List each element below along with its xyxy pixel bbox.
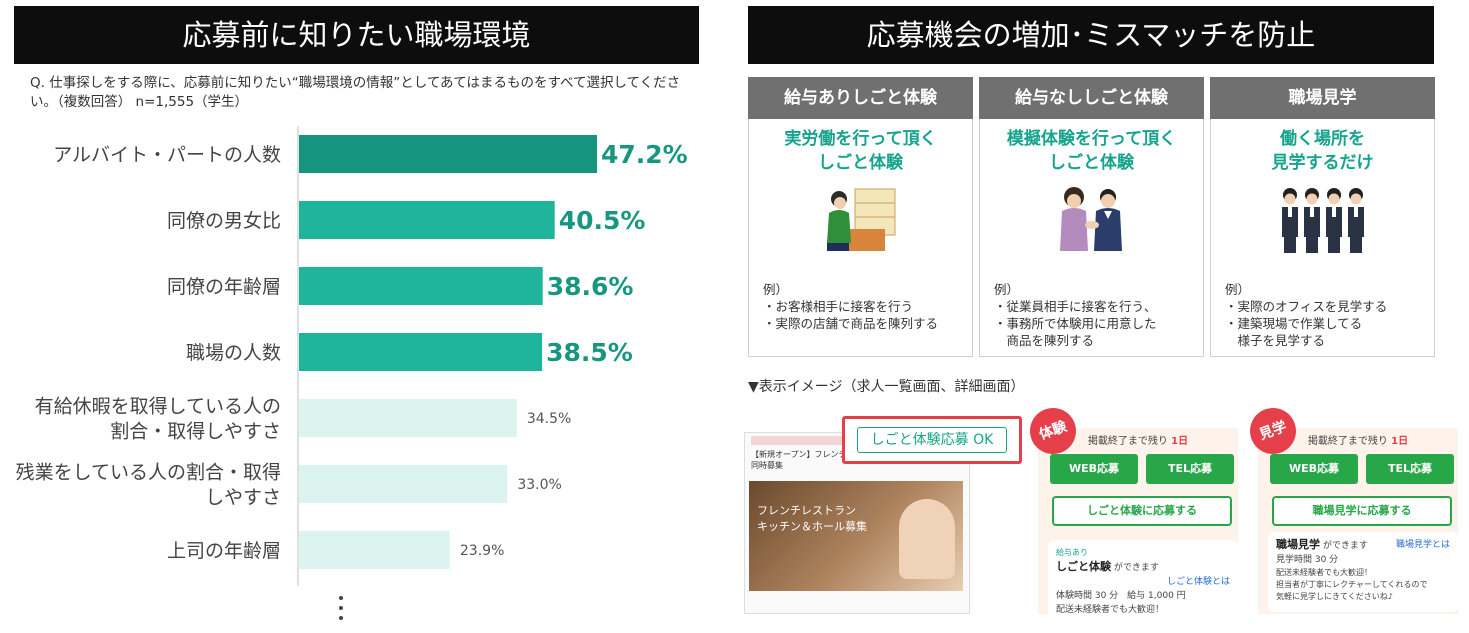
bar-2 [299, 267, 543, 305]
card-head: 給与ありしごと体験 [748, 77, 973, 119]
more-items-ellipsis [336, 596, 346, 626]
listing-photo-text: フレンチレストラン キッチン＆ホール募集 [757, 504, 867, 533]
bar-value-label-5: 33.0% [517, 477, 561, 493]
preview-caption: ▼表示イメージ（求人一覧画面、詳細画面） [748, 379, 1025, 395]
category-label-6: 上司の年齢層 [167, 540, 281, 562]
card-workplace-visit: 職場見学 働く場所を 見学するだけ 例） ・実際のオフィスを見学す [1210, 77, 1435, 357]
card-unpaid-experience: 給与なししごと体験 模擬体験を行って頂く しごと体験 例） ・従業員相手に接客を… [979, 77, 1204, 357]
card-example: 例） ・従業員相手に接客を行う、 ・事務所で体験用に用意した 商品を陳列する [994, 282, 1157, 348]
detail-preview-experience: 掲載終了まで残り 1日 WEB応募 TEL応募 しごと体験に応募する 給与あり … [1038, 428, 1238, 614]
bar-value-label-4: 34.5% [527, 411, 571, 427]
store-clerk-illustration [826, 188, 895, 251]
card-subtitle: 働く場所を 見学するだけ [1271, 129, 1374, 173]
web-apply-button[interactable]: WEB応募 [1270, 454, 1358, 484]
card-subtitle: 模擬体験を行って頂く しごと体験 [1006, 129, 1177, 173]
experience-ok-callout: しごと体験応募 OK [842, 416, 1022, 464]
bar-value-label-3: 38.5% [546, 338, 633, 367]
card-subtitle: 実労働を行って頂く しごと体験 [784, 129, 937, 173]
card-example: 例） ・実際のオフィスを見学する ・建築現場で作業してる 様子を見学する [1225, 282, 1388, 348]
detail-preview-visit: 掲載終了まで残り 1日 WEB応募 TEL応募 職場見学に応募する 職場見学 が… [1258, 428, 1458, 614]
card-example: 例） ・お客様相手に接客を行う ・実際の店舗で商品を陳列する [763, 282, 939, 331]
category-label-5: 残業をしている人の割合・取得しやすさ [16, 462, 281, 509]
category-label-0: アルバイト・パートの人数 [53, 144, 281, 166]
category-label-4: 有給休暇を取得している人の割合・取得しやすさ [35, 396, 281, 443]
handshake-illustration [1059, 187, 1122, 251]
survey-question: Q. 仕事探しをする際に、応募前に知りたい“職場環境の情報”としてあてはまるもの… [30, 75, 681, 110]
bar-value-label-6: 23.9% [460, 543, 504, 559]
bar-value-label-2: 38.6% [547, 272, 634, 301]
web-apply-button[interactable]: WEB応募 [1050, 454, 1138, 484]
tel-apply-button[interactable]: TEL応募 [1146, 454, 1234, 484]
group-visit-illustration [1281, 188, 1364, 253]
bar-chart: 47.2% アルバイト・パートの人数 40.5% 同僚の男女比 38.6% 同僚の年齢層 3… [16, 126, 688, 586]
tel-apply-button[interactable]: TEL応募 [1366, 454, 1454, 484]
right-panel-title: 応募機会の増加･ミスマッチを防止 [748, 6, 1434, 64]
card-paid-experience: 給与ありしごと体験 実労働を行って頂く しごと体験 例） ・お客様相手に接客を行… [748, 77, 973, 357]
bar-6 [299, 531, 450, 569]
bar-value-label-0: 47.2% [601, 140, 688, 169]
experience-ok-label: しごと体験応募 OK [857, 427, 1007, 453]
card-head: 給与なししごと体験 [979, 77, 1204, 119]
bar-1 [299, 201, 555, 239]
bar-value-label-1: 40.5% [559, 206, 646, 235]
deadline-text: 掲載終了まで残り 1日 [1307, 436, 1409, 447]
visit-apply-button[interactable]: 職場見学に応募する [1272, 496, 1452, 526]
bar-0 [299, 135, 597, 173]
deadline-text: 掲載終了まで残り 1日 [1087, 436, 1189, 447]
bar-3 [299, 333, 543, 371]
chart-marks: 47.2% アルバイト・パートの人数 40.5% 同僚の男女比 38.6% 同僚の年齢層 3… [16, 135, 688, 569]
bar-4 [299, 399, 517, 437]
listing-photo: フレンチレストラン キッチン＆ホール募集 [749, 481, 963, 591]
experience-info-box: 給与あり しごと体験 ができます しごと体験とは 体験時間 30 分 給与 1,… [1048, 540, 1238, 614]
left-panel-title: 応募前に知りたい職場環境 [14, 6, 699, 64]
category-label-1: 同僚の男女比 [167, 210, 281, 232]
experience-apply-button[interactable]: しごと体験に応募する [1052, 496, 1232, 526]
category-label-2: 同僚の年齢層 [167, 276, 281, 298]
visit-about-link[interactable]: 職場見学とは [1395, 540, 1450, 550]
visit-info-box: 職場見学 ができます 職場見学とは 見学時間 30 分 配送未経験者でも大歓迎！… [1268, 532, 1458, 612]
bar-5 [299, 465, 508, 503]
experience-about-link[interactable]: しごと体験とは [1166, 577, 1230, 587]
category-label-3: 職場の人数 [186, 342, 281, 364]
card-head: 職場見学 [1210, 77, 1435, 119]
